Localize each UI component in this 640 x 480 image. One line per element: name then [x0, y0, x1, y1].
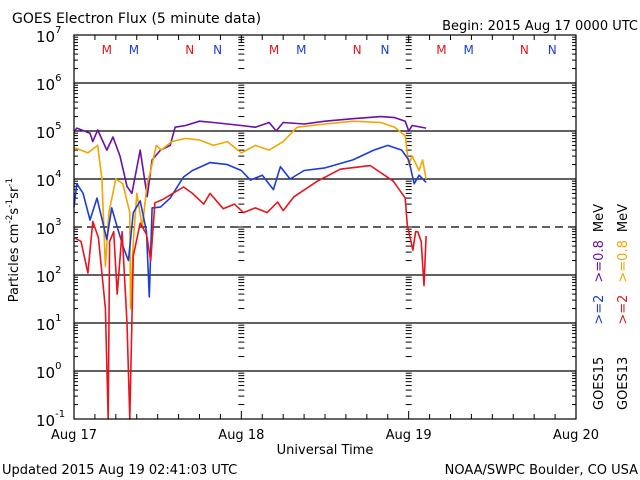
begin-label: Begin: 2015 Aug 17 0000 UTC: [442, 19, 638, 34]
x-tick-labels: Aug 17 Aug 18 Aug 19 Aug 20: [51, 428, 599, 443]
x-axis-label: Universal Time: [277, 443, 374, 458]
x-tick-label: Aug 19: [386, 428, 432, 443]
mn-marker: N: [353, 43, 362, 57]
y-tick-label: 102: [36, 265, 61, 286]
series-lines: [73, 115, 427, 420]
y-axis-label: Particles cm-2s-1sr-1: [5, 178, 22, 303]
y-tick-labels: 107 106 105 104 103 102 101 100 10-1: [36, 25, 65, 430]
y-tick-label: 10-1: [36, 409, 65, 430]
plot-frame: [73, 34, 577, 420]
series-line-goes13-0-8-mev: [73, 120, 427, 310]
mn-marker: N: [185, 43, 194, 57]
y-tick-label: 100: [36, 361, 61, 382]
mn-marker: M: [296, 43, 306, 57]
x-tick-label: Aug 18: [218, 428, 264, 443]
y-tick-label: 101: [36, 313, 61, 334]
series-line-goes15-2-mev: [73, 144, 427, 298]
x-tick-label: Aug 17: [51, 428, 97, 443]
chart-title: GOES Electron Flux (5 minute data): [12, 11, 261, 27]
mn-marker: N: [213, 43, 222, 57]
mn-marker: M: [436, 43, 446, 57]
mn-marker: M: [269, 43, 279, 57]
mn-marker: N: [548, 43, 557, 57]
series-line-goes13-2-mev: [73, 164, 427, 420]
grid-lines: [74, 82, 576, 372]
mn-marker: M: [463, 43, 473, 57]
y-tick-label: 104: [36, 169, 61, 190]
mn-marker: M: [102, 43, 112, 57]
updated-timestamp: Updated 2015 Aug 19 02:41:03 UTC: [2, 463, 237, 478]
legend-goes13: GOES13>=2>=0.8MeV: [616, 204, 631, 410]
credit-label: NOAA/SWPC Boulder, CO USA: [445, 463, 638, 478]
y-tick-label: 106: [36, 73, 61, 94]
y-tick-label: 103: [36, 217, 61, 238]
mn-marker: M: [129, 43, 139, 57]
legend-goes15: GOES15>=2>=0.8MeV: [592, 204, 607, 410]
y-tick-label: 107: [36, 25, 61, 46]
mn-marker: N: [380, 43, 389, 57]
mn-marker: N: [520, 43, 529, 57]
x-tick-label: Aug 20: [553, 428, 599, 443]
series-line-goes15-0-8-mev: [73, 115, 427, 198]
y-tick-label: 105: [36, 121, 61, 142]
